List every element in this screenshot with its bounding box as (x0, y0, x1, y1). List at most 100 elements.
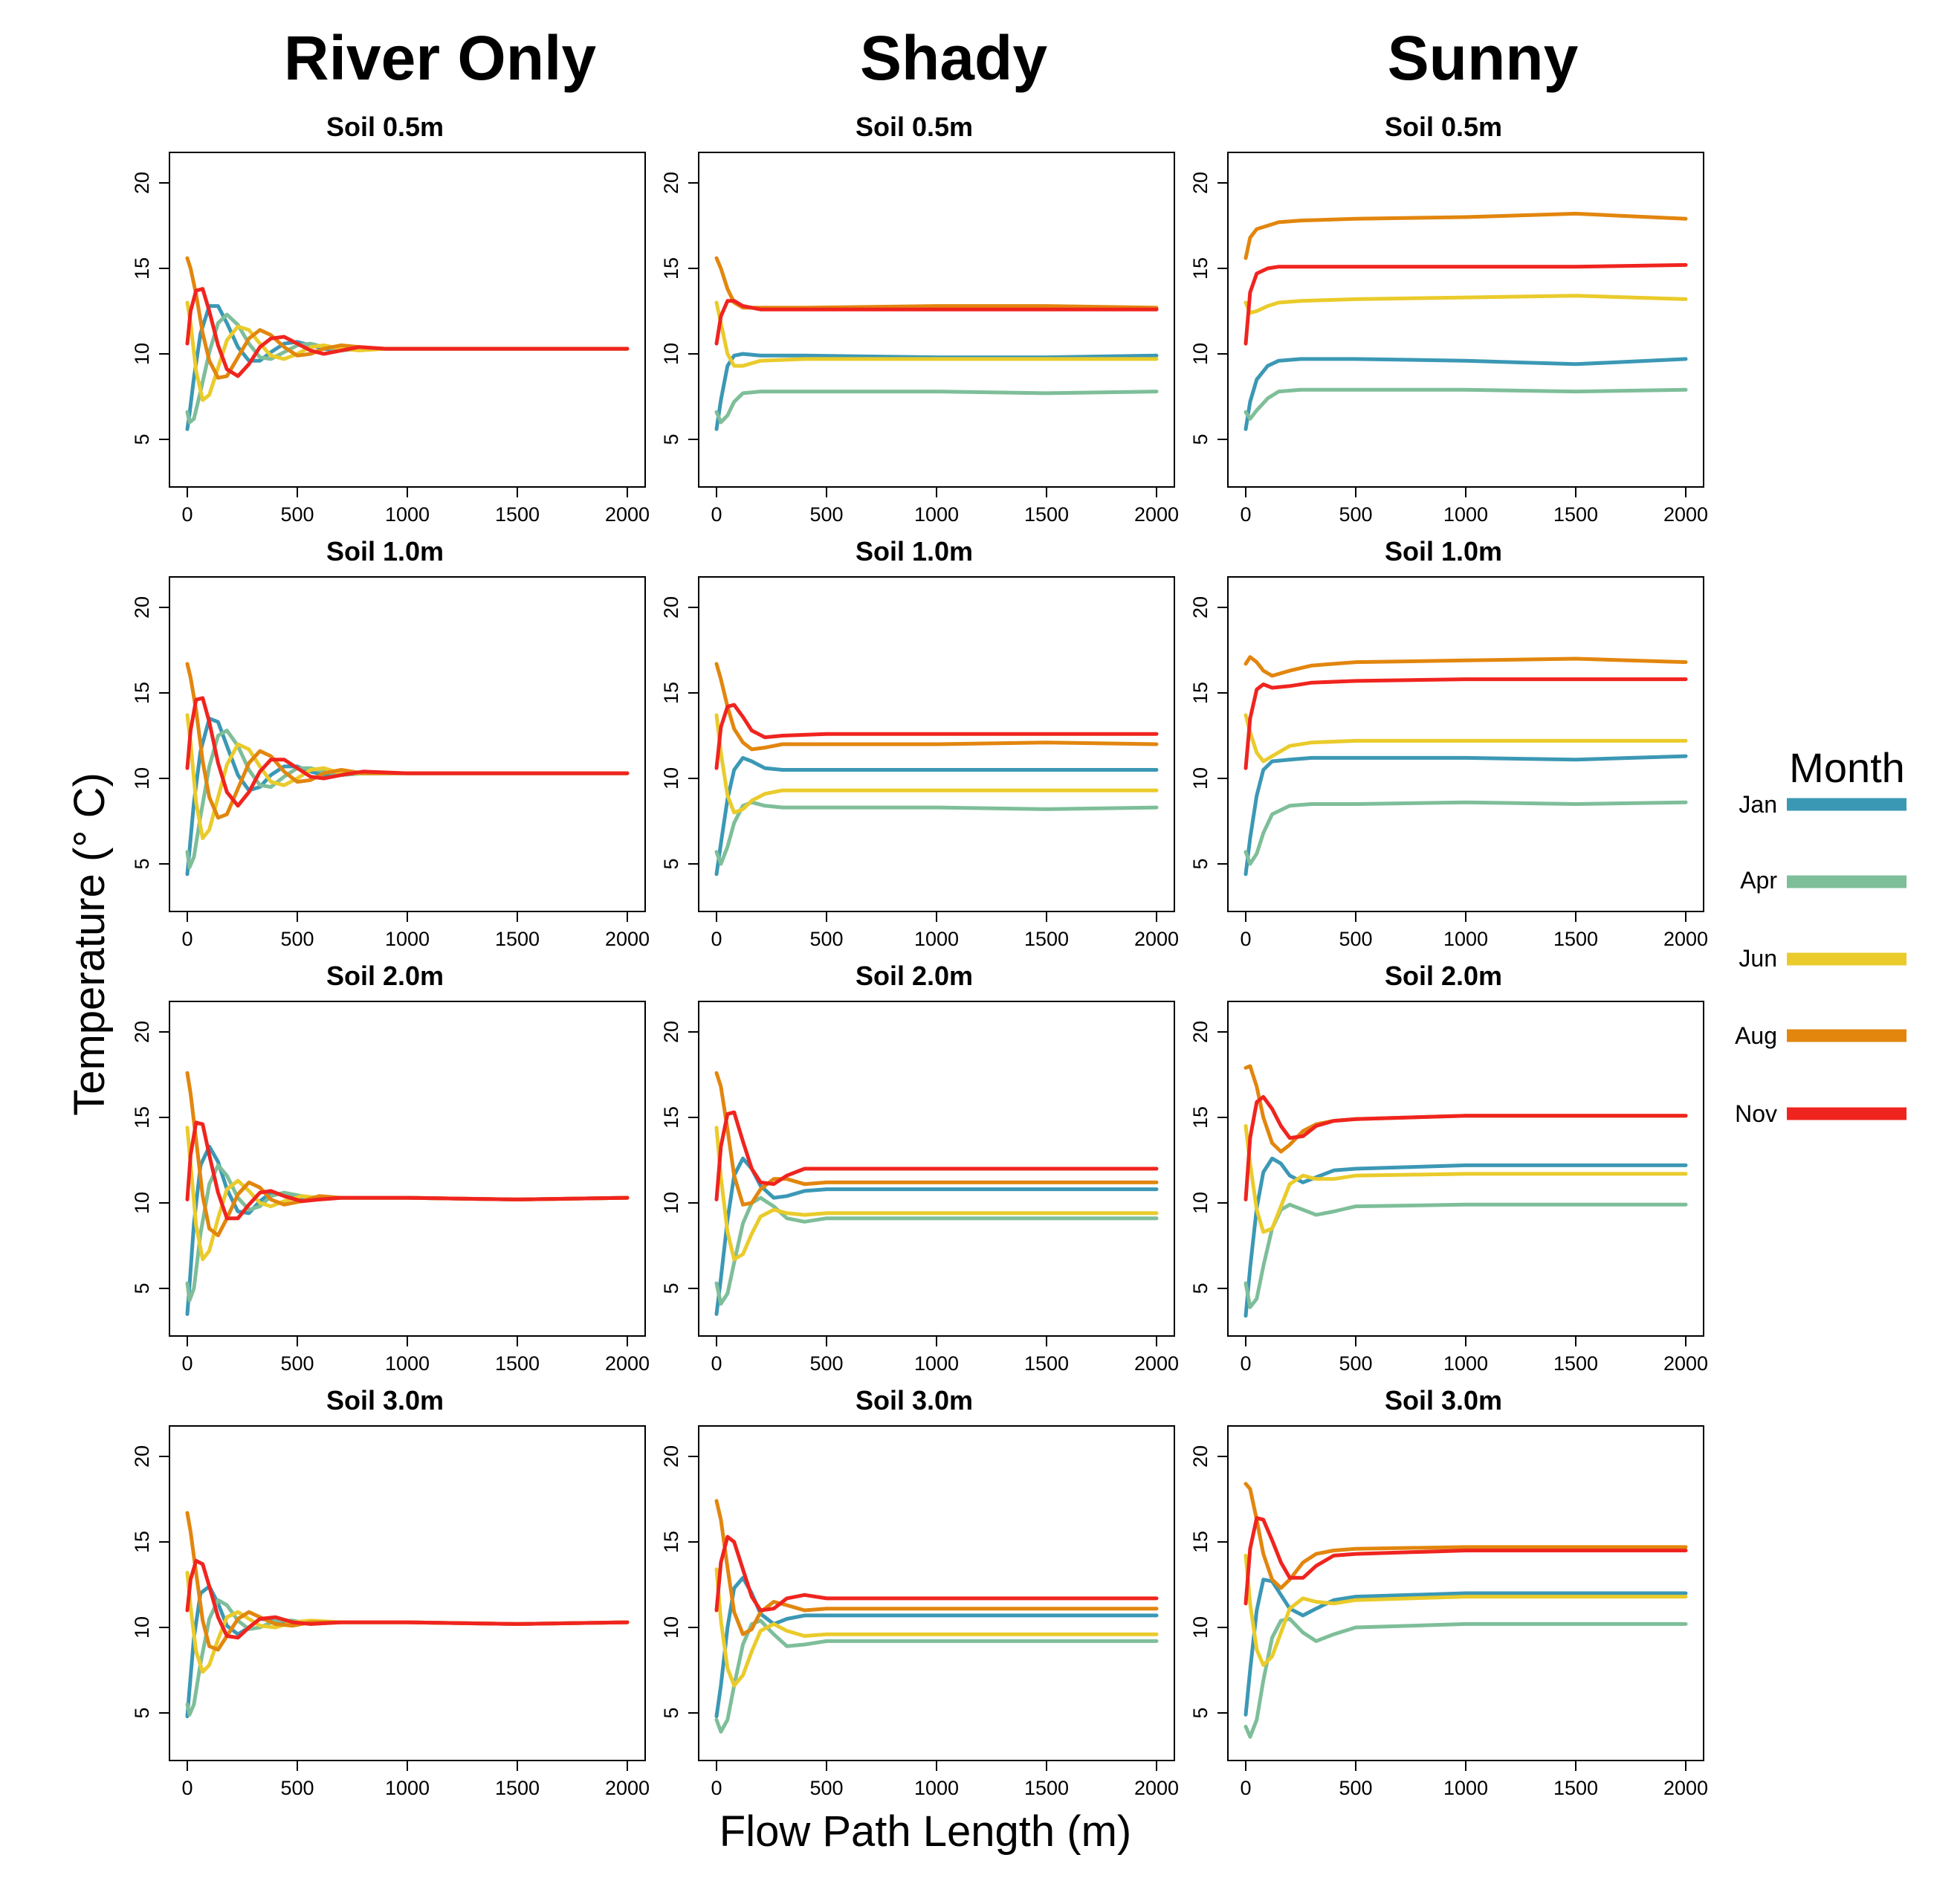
panel-sunny-soil-1-0m-xtick-label-0: 0 (1240, 928, 1251, 950)
panel-sunny-soil-2-0m-ytick-label-0: 5 (1189, 1282, 1212, 1294)
panel-shady-soil-0-5m-xtick-label-0: 0 (711, 503, 722, 526)
column-heading-river-only: River Only (284, 23, 596, 93)
panel-shady-soil-0-5m-series-apr (714, 390, 1159, 425)
legend-label-nov: Nov (1735, 1100, 1777, 1127)
panel-river-only-soil-2-0m-ytick-label-1: 10 (131, 1192, 153, 1214)
panel-shady-soil-3-0m-ytick-label-3: 20 (660, 1445, 682, 1468)
panel-shady-soil-0-5m-series-jun (714, 300, 1159, 368)
panel-shady-soil-2-0m-ytick-label-1: 10 (660, 1192, 682, 1214)
y-axis-label: Temperature (° C) (65, 772, 114, 1116)
panel-shady-soil-2-0m-series-jan (714, 1156, 1159, 1316)
panel-sunny-soil-3-0m-xtick-label-2: 1000 (1443, 1777, 1488, 1799)
panel-shady-soil-0-5m: Soil 0.5m 0 500 1000 1500 2000 5 10 15 20 (660, 112, 1179, 526)
panel-sunny-soil-1-0m-ytick-label-1: 10 (1189, 767, 1212, 790)
panel-river-only-soil-1-0m-xtick-label-3: 1500 (495, 928, 540, 950)
panel-sunny-soil-2-0m: Soil 2.0m 0 500 1000 1500 2000 5 10 15 20 (1189, 961, 1708, 1375)
panel-sunny-soil-2-0m-series-nov (1243, 1094, 1688, 1201)
panel-sunny-soil-3-0m-ytick-label-0: 5 (1189, 1707, 1212, 1718)
legend-label-apr: Apr (1740, 867, 1777, 894)
panel-sunny-soil-0-5m-xtick-label-2: 1000 (1443, 503, 1488, 526)
panel-sunny-soil-1-0m: Soil 1.0m 0 500 1000 1500 2000 5 10 15 20 (1189, 536, 1708, 950)
panel-shady-soil-2-0m-ytick-label-0: 5 (660, 1282, 682, 1294)
x-axis-label: Flow Path Length (m) (719, 1807, 1131, 1856)
panel-river-only-soil-0-5m: Soil 0.5m 0 500 1000 1500 2000 5 10 15 20 (131, 112, 650, 526)
panel-sunny-soil-1-0m-series-apr (1243, 800, 1688, 866)
panel-river-only-soil-0-5m-xtick-label-1: 500 (280, 503, 314, 526)
panel-shady-soil-2-0m-series-nov (714, 1110, 1159, 1201)
panel-sunny-soil-3-0m-series-jun (1243, 1553, 1688, 1668)
panel-sunny-soil-3-0m-series-apr (1243, 1617, 1688, 1739)
legend-title: Month (1789, 744, 1905, 791)
panel-sunny-soil-0-5m-xtick-label-4: 2000 (1663, 503, 1708, 526)
panel-shady-soil-0-5m-series-nov (714, 299, 1159, 346)
panel-sunny-soil-2-0m-series-apr (1243, 1202, 1688, 1309)
panel-sunny-soil-1-0m-ytick-label-3: 20 (1189, 596, 1212, 619)
panel-shady-soil-2-0m-xtick-label-0: 0 (711, 1352, 722, 1375)
panel-sunny-soil-3-0m-series-aug (1243, 1482, 1688, 1590)
panel-shady-soil-1-0m-xtick-label-0: 0 (711, 928, 722, 950)
panel-river-only-soil-2-0m-xtick-label-2: 1000 (385, 1352, 430, 1375)
panel-sunny-soil-1-0m-series-nov (1243, 677, 1688, 770)
panel-shady-soil-3-0m-xtick-label-0: 0 (711, 1777, 722, 1799)
panel-river-only-soil-0-5m-ytick-label-0: 5 (131, 433, 153, 445)
panel-sunny-soil-0-5m-xtick-label-0: 0 (1240, 503, 1251, 526)
panel-shady-soil-1-0m-ytick-label-1: 10 (660, 767, 682, 790)
legend-label-jun: Jun (1739, 945, 1777, 972)
panel-river-only-soil-2-0m-title: Soil 2.0m (326, 961, 444, 991)
panel-shady-soil-0-5m-xtick-label-4: 2000 (1134, 503, 1179, 526)
panel-sunny-soil-3-0m-ytick-label-3: 20 (1189, 1445, 1212, 1468)
panel-sunny-soil-3-0m-series-nov (1243, 1516, 1688, 1606)
panel-shady-soil-2-0m-ytick-label-2: 15 (660, 1106, 682, 1129)
panel-sunny-soil-0-5m-series-aug (1243, 211, 1688, 260)
panel-river-only-soil-0-5m-xtick-label-2: 1000 (385, 503, 430, 526)
panel-sunny-soil-0-5m-title: Soil 0.5m (1385, 112, 1502, 142)
panel-river-only-soil-3-0m-ytick-label-3: 20 (131, 1445, 153, 1468)
panel-shady-soil-3-0m-ytick-label-1: 10 (660, 1616, 682, 1639)
panel-sunny-soil-0-5m: Soil 0.5m 0 500 1000 1500 2000 5 10 15 20 (1189, 112, 1708, 526)
panel-shady-soil-3-0m-xtick-label-4: 2000 (1134, 1777, 1179, 1799)
panel-shady-soil-1-0m: Soil 1.0m 0 500 1000 1500 2000 5 10 15 20 (660, 536, 1179, 950)
panel-shady-soil-2-0m: Soil 2.0m 0 500 1000 1500 2000 5 10 15 20 (660, 961, 1179, 1375)
panel-sunny-soil-3-0m-xtick-label-0: 0 (1240, 1777, 1251, 1799)
panel-sunny-soil-1-0m-series-jan (1243, 754, 1688, 877)
panel-sunny-soil-0-5m-ytick-label-2: 15 (1189, 257, 1212, 280)
panel-river-only-soil-1-0m-title: Soil 1.0m (326, 536, 444, 567)
legend: Month Jan Apr Jun Aug Nov (1735, 744, 1906, 1127)
panel-sunny-soil-1-0m-xtick-label-2: 1000 (1443, 928, 1488, 950)
panel-sunny-soil-1-0m-series-jun (1243, 713, 1688, 764)
panel-river-only-soil-1-0m-ytick-label-1: 10 (131, 767, 153, 790)
panel-river-only-soil-2-0m-ytick-label-2: 15 (131, 1106, 153, 1129)
panel-shady-soil-3-0m-series-aug (714, 1499, 1159, 1636)
panel-river-only-soil-2-0m-xtick-label-0: 0 (181, 1352, 193, 1375)
panel-river-only-soil-3-0m-xtick-label-4: 2000 (605, 1777, 650, 1799)
panel-sunny-soil-2-0m-ytick-label-1: 10 (1189, 1192, 1212, 1214)
panel-shady-soil-0-5m-title: Soil 0.5m (856, 112, 973, 142)
panel-sunny-soil-3-0m-ytick-label-1: 10 (1189, 1616, 1212, 1639)
panel-river-only-soil-2-0m-xtick-label-4: 2000 (605, 1352, 650, 1375)
panel-sunny-soil-2-0m-xtick-label-4: 2000 (1663, 1352, 1708, 1375)
panel-sunny-soil-0-5m-series-nov (1243, 262, 1688, 346)
panel-sunny-soil-2-0m-ytick-label-2: 15 (1189, 1106, 1212, 1129)
panel-river-only-soil-3-0m-title: Soil 3.0m (326, 1385, 444, 1416)
panel-sunny-soil-2-0m-xtick-label-0: 0 (1240, 1352, 1251, 1375)
panel-river-only-soil-3-0m-ytick-label-1: 10 (131, 1616, 153, 1639)
panel-shady-soil-0-5m-ytick-label-3: 20 (660, 172, 682, 194)
panel-sunny-soil-0-5m-series-jan (1243, 357, 1688, 431)
panel-shady-soil-3-0m-title: Soil 3.0m (856, 1385, 973, 1416)
panel-river-only-soil-1-0m-ytick-label-0: 5 (131, 858, 153, 869)
panel-sunny-soil-1-0m-series-aug (1243, 655, 1688, 678)
panel-sunny-soil-1-0m-title: Soil 1.0m (1385, 536, 1502, 567)
panel-shady-soil-3-0m-xtick-label-3: 1500 (1024, 1777, 1069, 1799)
panel-river-only-soil-0-5m-ytick-label-3: 20 (131, 172, 153, 194)
panel-river-only-soil-3-0m-xtick-label-2: 1000 (385, 1777, 430, 1799)
panel-shady-soil-0-5m-ytick-label-0: 5 (660, 433, 682, 445)
panel-sunny-soil-0-5m-series-apr (1243, 387, 1688, 421)
panel-shady-soil-1-0m-series-nov (714, 703, 1159, 770)
panel-sunny-soil-0-5m-xtick-label-3: 1500 (1553, 503, 1598, 526)
panel-river-only-soil-1-0m-xtick-label-2: 1000 (385, 928, 430, 950)
panel-shady-soil-3-0m-xtick-label-2: 1000 (914, 1777, 959, 1799)
column-heading-sunny: Sunny (1388, 23, 1579, 93)
panel-shady-soil-0-5m-xtick-label-1: 500 (809, 503, 843, 526)
panel-river-only-soil-1-0m-ytick-label-3: 20 (131, 596, 153, 619)
